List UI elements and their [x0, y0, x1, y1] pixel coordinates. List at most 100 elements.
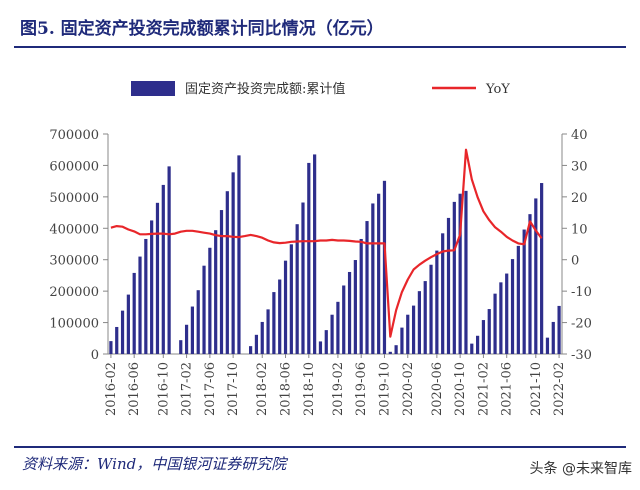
bar	[435, 250, 439, 354]
bar	[359, 238, 363, 354]
bar	[138, 256, 142, 354]
bar	[150, 220, 154, 354]
y-left-tick-label: 600000	[49, 159, 99, 174]
yoy-line	[110, 148, 543, 338]
bar	[231, 172, 235, 354]
bar	[441, 233, 445, 354]
x-tick-label: 2020-02	[401, 362, 416, 416]
y-left-tick-label: 200000	[49, 285, 99, 300]
bar	[505, 273, 509, 354]
bar	[371, 203, 375, 354]
bar-series	[109, 154, 561, 354]
x-tick-label: 2021-06	[500, 362, 515, 416]
x-axis-ticks: 2016-02 2016-06 2016-10 2017-02 2017-06 2017-…	[104, 354, 567, 416]
x-tick-label: 2018-10	[302, 362, 317, 416]
bar	[289, 244, 293, 354]
bar	[347, 271, 352, 354]
x-tick-label: 2017-06	[203, 362, 218, 416]
bar	[155, 202, 160, 354]
bar	[551, 321, 555, 354]
legend-line-label: YoY	[485, 82, 510, 97]
bar	[266, 309, 270, 354]
y-left-tick-label: 0	[91, 348, 99, 363]
x-tick-label: 2021-02	[476, 362, 491, 416]
axes	[107, 134, 563, 355]
bar	[400, 327, 404, 354]
bar	[493, 293, 497, 354]
bar	[470, 343, 474, 354]
bar	[179, 340, 183, 354]
bar	[487, 309, 491, 354]
bar	[429, 264, 433, 354]
bar	[260, 321, 264, 354]
bar	[278, 279, 282, 354]
bar	[202, 265, 206, 354]
legend-bar-swatch	[131, 81, 175, 96]
source-divider	[14, 446, 626, 448]
bar	[167, 166, 171, 354]
bar	[208, 247, 212, 354]
bar	[109, 341, 113, 354]
x-tick-label: 2019-06	[354, 362, 369, 416]
bar	[190, 306, 194, 354]
bar	[464, 190, 468, 354]
bar	[388, 351, 392, 354]
bar	[318, 341, 323, 354]
bar	[411, 305, 416, 354]
bar	[394, 345, 398, 354]
chart: 固定资产投资完成额:累计值 YoY 2016-02 2016-06 2016-10 2…	[49, 81, 592, 416]
x-tick-label: 2021-10	[529, 362, 544, 416]
bar	[144, 238, 148, 354]
bar	[214, 230, 218, 354]
source-note: 资料来源：Wind，中国银河证券研究院	[22, 455, 287, 473]
bar	[313, 154, 317, 354]
y-right-tick-label: 20	[571, 191, 588, 206]
bar	[120, 310, 125, 354]
bar	[126, 294, 130, 354]
y-right-tick-label: 10	[571, 222, 588, 237]
y-right-ticks: -30 -20 -10 0 10 20 30 40	[562, 128, 592, 363]
x-tick-label: 2017-02	[180, 362, 195, 416]
bar	[365, 221, 369, 354]
bar	[283, 260, 288, 354]
y-left-ticks: 0 100000 200000 300000 400000 500000 600000 700…	[49, 128, 108, 363]
y-right-tick-label: 30	[571, 159, 588, 174]
watermark: 头条 @未来智库	[529, 461, 632, 477]
bar	[534, 198, 538, 354]
line-series	[110, 148, 543, 338]
x-tick-label: 2017-10	[226, 362, 241, 416]
bar	[184, 324, 189, 354]
bar	[237, 155, 241, 354]
y-left-tick-label: 400000	[49, 222, 99, 237]
bar	[249, 346, 253, 354]
bar	[272, 292, 276, 354]
legend-bar-label: 固定资产投资完成额:累计值	[185, 81, 345, 97]
bar	[417, 291, 421, 354]
x-tick-label: 2019-10	[377, 362, 392, 416]
title-divider	[14, 46, 626, 48]
bar	[295, 224, 299, 354]
bar	[219, 210, 224, 354]
bar	[406, 314, 410, 354]
x-tick-label: 2016-06	[127, 362, 142, 416]
bar	[481, 320, 486, 354]
bar	[545, 337, 550, 354]
y-left-tick-label: 300000	[49, 254, 99, 269]
y-right-tick-label: -10	[571, 285, 592, 300]
bar	[353, 260, 357, 354]
bar	[528, 214, 532, 354]
bar	[342, 285, 346, 354]
bar	[522, 229, 526, 354]
bar	[254, 334, 259, 354]
x-tick-label: 2022-02	[552, 362, 567, 416]
x-tick-label: 2020-10	[453, 362, 468, 416]
y-left-tick-label: 100000	[49, 317, 99, 332]
y-right-tick-label: -30	[571, 348, 592, 363]
bar	[196, 290, 200, 354]
bar	[307, 162, 311, 354]
title-bar: 图5. 固定资产投资完成额累计同比情况（亿元）	[0, 0, 640, 50]
bar	[330, 314, 334, 354]
x-tick-label: 2020-06	[430, 362, 445, 416]
bar	[161, 184, 165, 354]
y-right-tick-label: 40	[571, 128, 588, 143]
